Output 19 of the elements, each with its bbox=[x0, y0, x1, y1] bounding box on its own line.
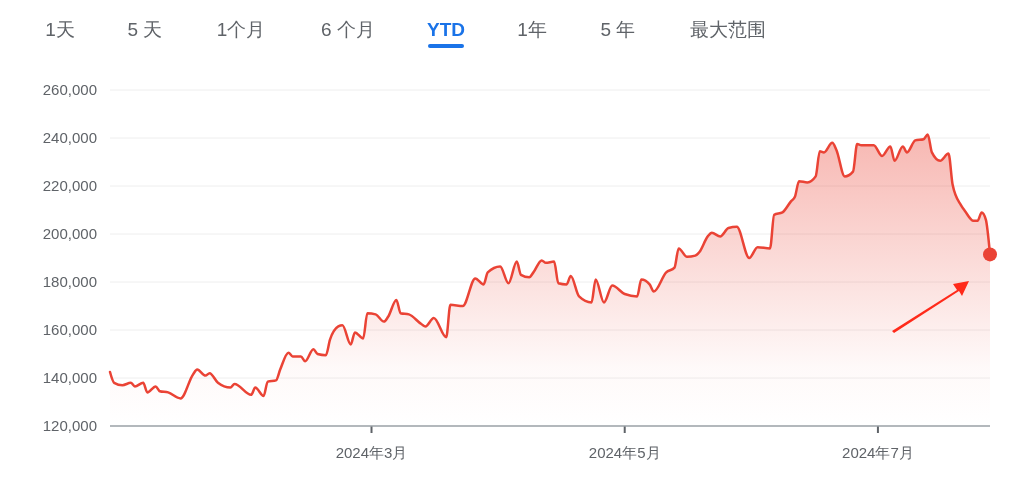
text: 最大范围 bbox=[690, 19, 766, 40]
text: 5 年 bbox=[600, 19, 636, 40]
text: 1天 bbox=[45, 19, 75, 40]
x-tick-label: 2024年7月 bbox=[842, 444, 914, 461]
text: 6 个月 bbox=[321, 19, 375, 40]
text: 1个月 bbox=[216, 19, 266, 40]
text: YTD bbox=[427, 19, 465, 40]
text: 1年 bbox=[517, 19, 547, 40]
x-tick-label: 2024年3月 bbox=[335, 444, 408, 461]
y-tick-label: 180,000 bbox=[42, 273, 97, 291]
y-tick-label: 120,000 bbox=[42, 417, 97, 435]
x-tick-label: 2024年5月 bbox=[588, 444, 661, 461]
y-tick-label: 160,000 bbox=[42, 321, 97, 339]
y-tick-label: 140,000 bbox=[42, 369, 97, 387]
y-tick-label: 260,000 bbox=[42, 81, 97, 99]
y-tick-label: 200,000 bbox=[42, 225, 97, 243]
y-tick-label: 240,000 bbox=[42, 129, 97, 147]
y-tick-label: 220,000 bbox=[42, 177, 97, 195]
text: 5 天 bbox=[127, 19, 163, 40]
